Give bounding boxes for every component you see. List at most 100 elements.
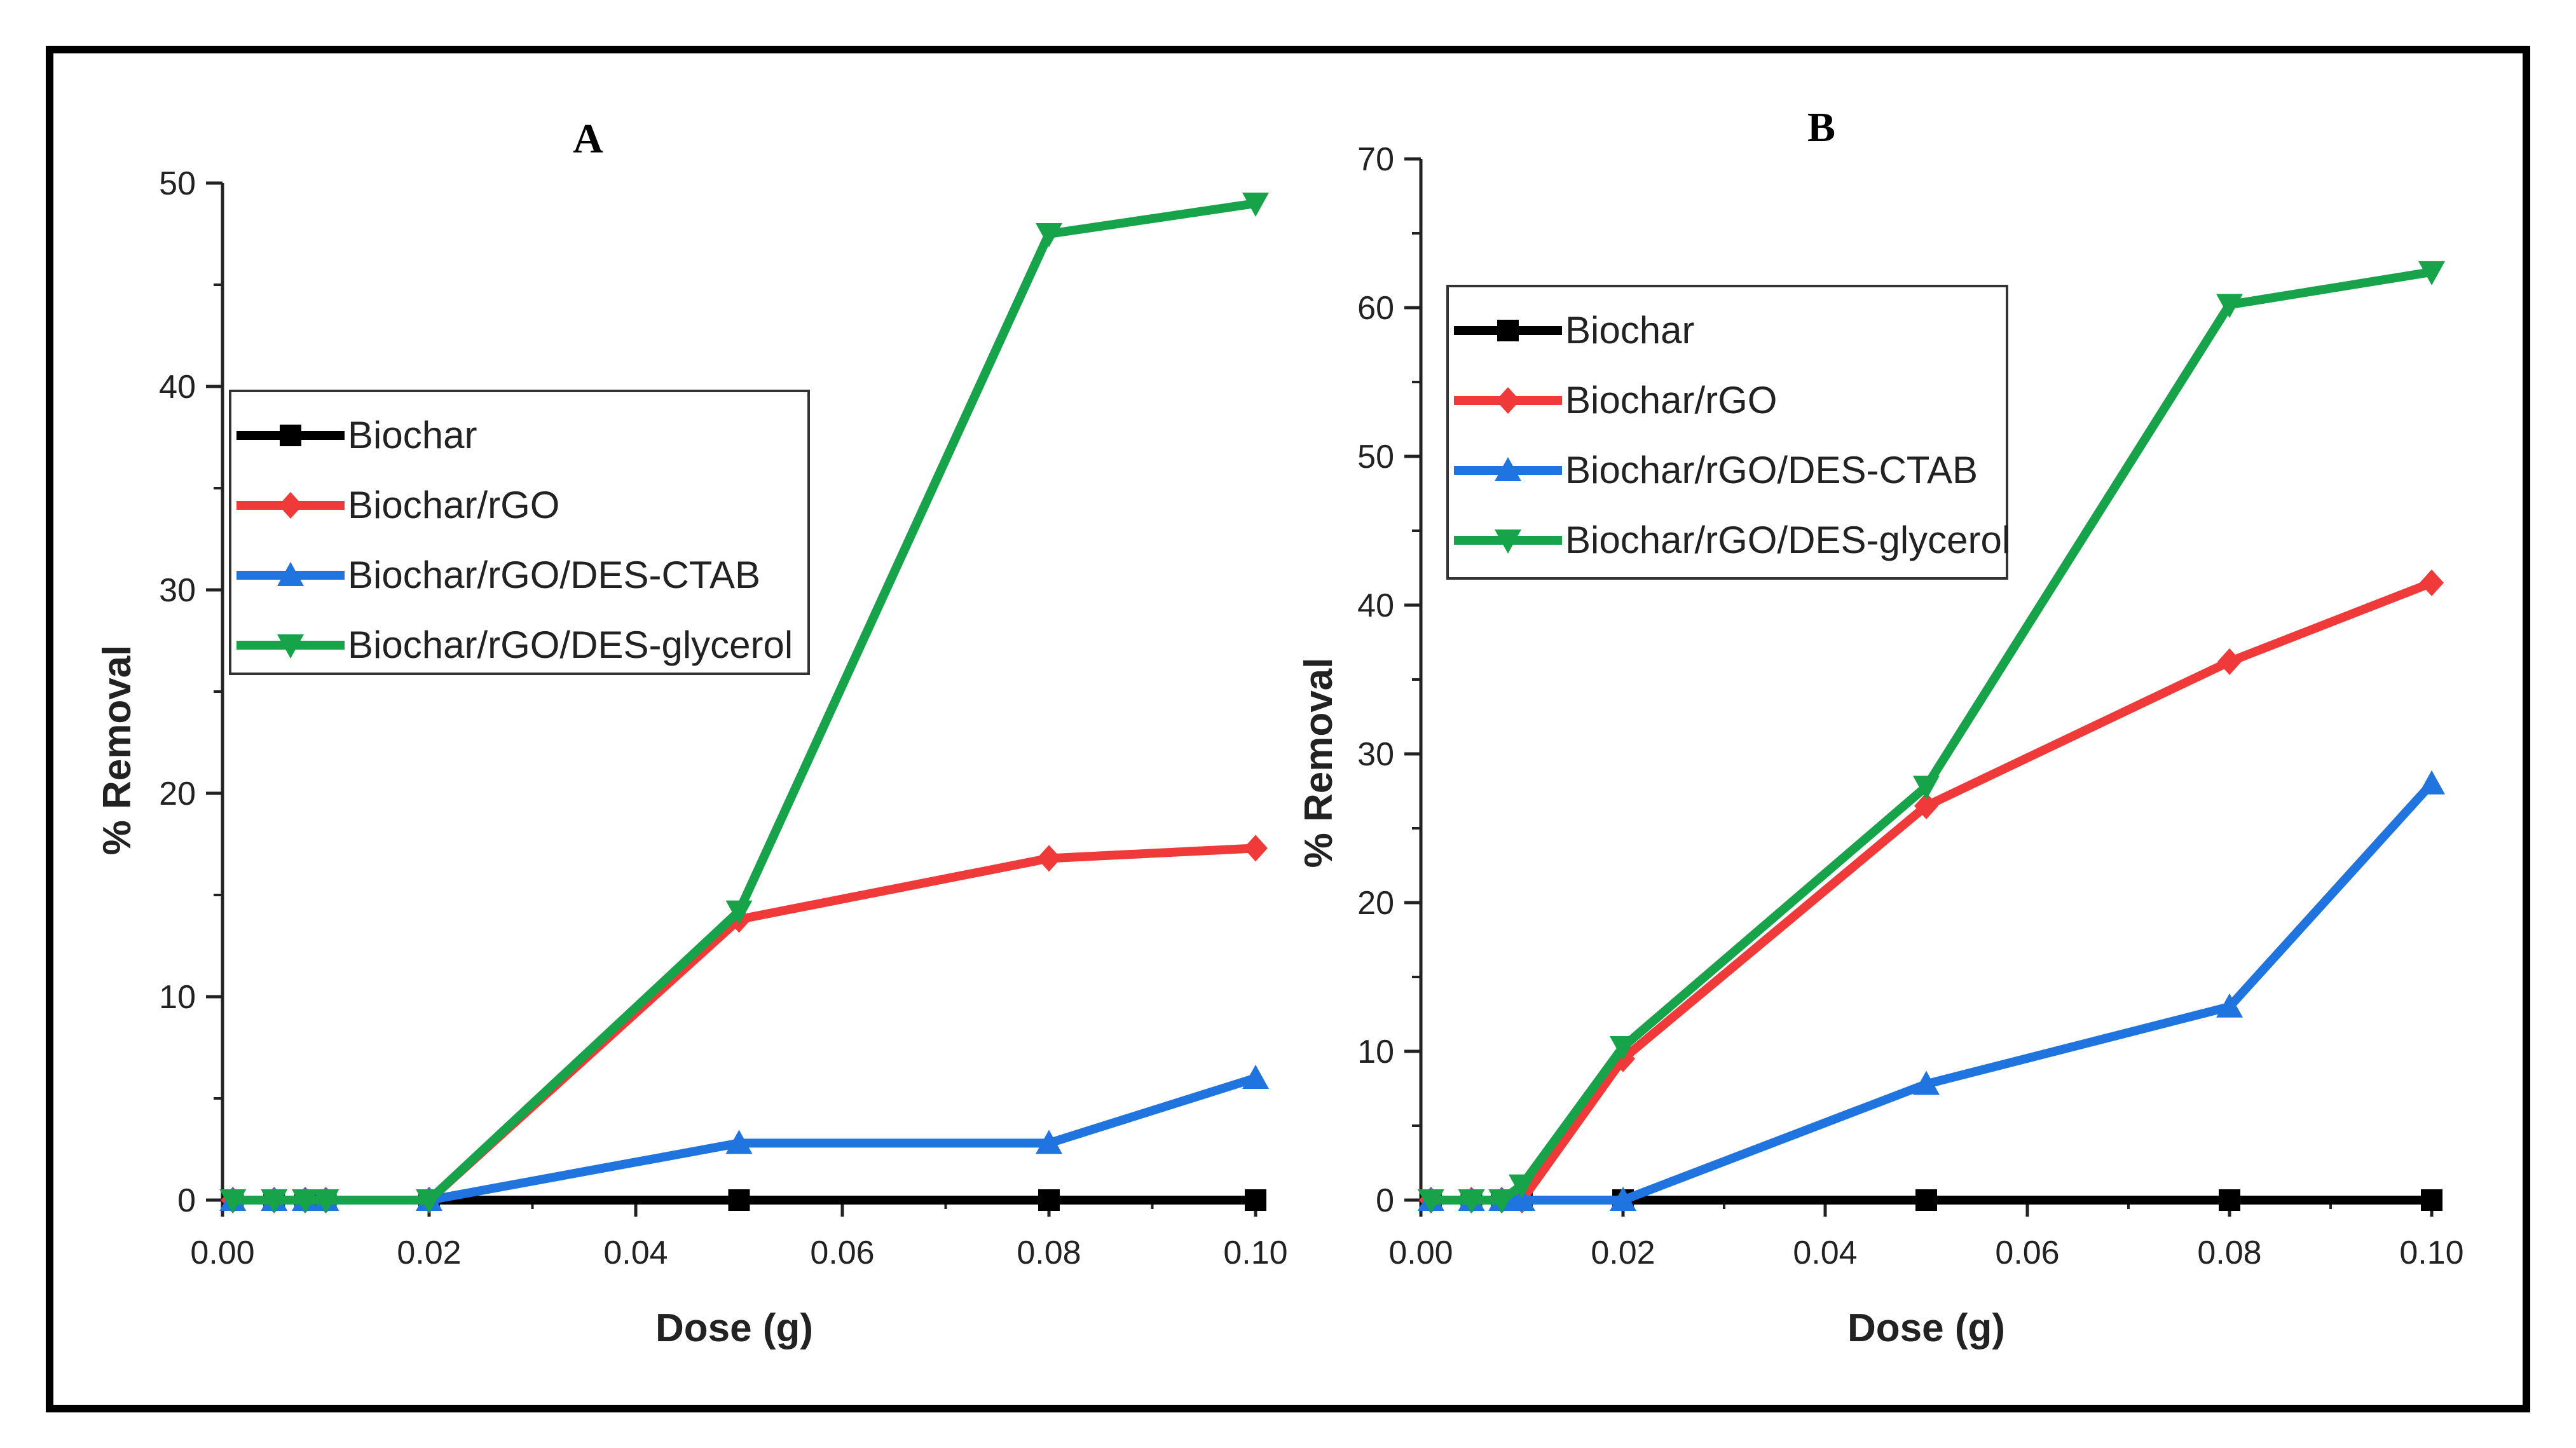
panel-a-legend-marker [280,425,301,446]
panel-a-point-biochar-rgo-des-glycerol [725,900,753,925]
panel-b-legend-item-biochar-rgo: Biochar/rGO [1454,379,1777,421]
panel-b-x-tick-label: 0.08 [2197,1234,2261,1271]
panel-b-title: B [1807,104,1835,151]
panel-a-legend-marker [278,492,303,519]
panel-b-point-biochar-rgo [1914,792,1938,819]
panel-b-point-biochar-rgo [2217,648,2242,675]
panel-a-point-biochar-rgo-des-glycerol [312,1189,339,1213]
panel-a-point-biochar-rgo-des-ctab [725,1130,753,1154]
panel-b-legend-label: Biochar [1565,309,1694,352]
panel-a-x-tick-label: 0.04 [603,1234,668,1271]
panel-b-legend-marker [1495,457,1521,481]
panel-b-x-tick-label: 0.02 [1591,1234,1655,1271]
panel-a-point-biochar [728,1189,750,1211]
panel-b-point-biochar-rgo-des-glycerol [2216,294,2243,318]
panel-a-point-biochar-rgo-des-glycerol [219,1189,247,1213]
panel-b-y-tick-label: 50 [1357,439,1394,475]
panel-a-point-biochar [1038,1189,1060,1211]
panel-b-x-tick-label: 0.10 [2399,1234,2463,1271]
panel-b-axes: 0.00 0.02 0.04 0.06 0.08 0.10 0 10 20 30 40 50 60 70 [1357,141,2463,1271]
panel-a-point-biochar-rgo-des-glycerol [292,1189,319,1213]
panel-a-legend-label: Biochar/rGO/DES-CTAB [348,554,760,596]
panel-b-x-tick-label: 0.04 [1793,1234,1857,1271]
panel-a-point-biochar-rgo-des-glycerol [1036,223,1062,247]
panel-b-legend-label: Biochar/rGO/DES-CTAB [1565,449,1978,491]
panel-a-point-biochar-rgo-des-ctab [1242,1065,1269,1089]
panel-a-y-axis-label: % Removal [95,645,139,856]
panel-a-line-biochar-rgo-des-ctab [233,1074,1257,1205]
panel-b-point-biochar-rgo-des-ctab [2216,993,2243,1018]
panel-b-point-biochar-rgo-des-glycerol [1610,1035,1636,1060]
panel-a-y-tick-label: 0 [177,1182,196,1219]
panel-a-series-biochar-rgo-des-glycerol [219,193,1269,1213]
panel-b-point-biochar-rgo-des-ctab [1610,1187,1636,1211]
panel-a-x-tick-label: 0.06 [810,1234,874,1271]
panel-b-y-tick-label: 20 [1357,885,1394,922]
panel-a-series-biochar-rgo-des-ctab [219,1065,1269,1211]
panel-a-legend-label: Biochar/rGO/DES-glycerol [348,624,793,666]
panel-a-x-tick-label: 0.02 [397,1234,461,1271]
panel-b-y-tick-label: 10 [1357,1034,1394,1070]
panel-a-y-tick-label: 40 [159,369,196,406]
panel-a-line-biochar-rgo-des-glycerol [233,199,1257,1205]
panel-b-x-tick-label: 0.00 [1388,1234,1453,1271]
panel-b-point-biochar-rgo-des-glycerol [1509,1174,1535,1199]
panel-a-point-biochar-rgo-des-ctab [1036,1130,1062,1154]
panel-a-y-tick-label: 30 [159,572,196,609]
panel-b-x-tick-label: 0.06 [1995,1234,2059,1271]
panel-a-point-biochar-rgo-des-glycerol [416,1189,442,1213]
panel-a-point-biochar-rgo [1243,835,1268,862]
panel-a-point-biochar-rgo-des-glycerol [261,1189,288,1213]
panel-a-x-axis-label: Dose (g) [655,1306,813,1350]
panel-a-legend-marker [277,634,304,659]
panel-a-legend-item-biochar-rgo-des-glycerol: Biochar/rGO/DES-glycerol [236,624,793,666]
figure-frame [46,46,2530,1412]
panel-a-legend-marker [277,562,304,586]
panel-b-legend-label: Biochar/rGO [1565,379,1777,421]
panel-b-point-biochar-rgo-des-glycerol [1913,775,1940,800]
panel-a-y-tick-label: 10 [159,979,196,1016]
panel-b-series-biochar-rgo-des-ctab [1417,770,2445,1211]
panel-a: A 0.00 0.02 0.04 0.06 0.08 0.10 0 10 20 30 40 50 Do… [95,116,1288,1350]
panel-b-y-tick-label: 60 [1357,290,1394,327]
panel-a-legend-label: Biochar [348,414,477,456]
panel-b-legend-label: Biochar/rGO/DES-glycerol [1565,519,2010,561]
panel-b-legend-item-biochar: Biochar [1454,309,1694,352]
panel-a-y-tick-label: 20 [159,775,196,812]
panel-b-point-biochar-rgo-des-ctab [1913,1070,1940,1095]
panel-b-y-tick-label: 0 [1376,1182,1394,1219]
panel-b-point-biochar [1915,1189,1937,1211]
panel-a-point-biochar-rgo [1037,845,1061,872]
panel-b-point-biochar-rgo-des-glycerol [1458,1189,1485,1213]
panel-a-legend-item-biochar-rgo: Biochar/rGO [236,484,559,526]
panel-b-point-biochar-rgo-des-glycerol [1488,1189,1516,1213]
panel-b-y-axis-label: % Removal [1297,658,1341,868]
panel-b-point-biochar-rgo [2420,569,2444,596]
panel-b-legend-item-biochar-rgo-des-glycerol: Biochar/rGO/DES-glycerol [1454,519,2010,561]
panel-b-y-tick-label: 30 [1357,736,1394,773]
panel-b-point-biochar-rgo-des-ctab [1509,1187,1535,1211]
panel-a-legend: Biochar Biochar/rGO Biochar/rGO/DES-CTAB Bi… [229,390,810,675]
panel-a-legend-item-biochar-rgo-des-ctab: Biochar/rGO/DES-CTAB [236,554,760,596]
panel-b-legend-marker [1496,387,1520,414]
panel-a-point-biochar [1245,1189,1266,1211]
panel-b-point-biochar [2219,1189,2240,1211]
panel-a-point-biochar-rgo-des-glycerol [1242,193,1269,217]
panel-b-point-biochar-rgo-des-glycerol [2418,261,2445,285]
panel-b-legend-item-biochar-rgo-des-ctab: Biochar/rGO/DES-CTAB [1454,449,1978,491]
panel-a-x-tick-label: 0.10 [1223,1234,1287,1271]
panel-a-legend-item-biochar: Biochar [236,414,477,456]
panel-a-axes: 0.00 0.02 0.04 0.06 0.08 0.10 0 10 20 30 40 50 [159,165,1287,1271]
panel-a-x-tick-label: 0.08 [1017,1234,1081,1271]
panel-a-y-tick-label: 50 [159,165,196,202]
panel-b-point-biochar [2421,1189,2442,1211]
panel-a-title: A [573,116,603,162]
panel-b-y-tick-label: 70 [1357,141,1394,178]
panel-b-y-tick-label: 40 [1357,587,1394,624]
panel-b-series-biochar-rgo-des-glycerol [1417,261,2445,1213]
panel-a-legend-label: Biochar/rGO [348,484,559,526]
panel-b-legend-marker [1495,529,1521,554]
panel-b-x-axis-label: Dose (g) [1847,1306,2005,1350]
panel-b-line-biochar-rgo-des-ctab [1430,781,2436,1205]
